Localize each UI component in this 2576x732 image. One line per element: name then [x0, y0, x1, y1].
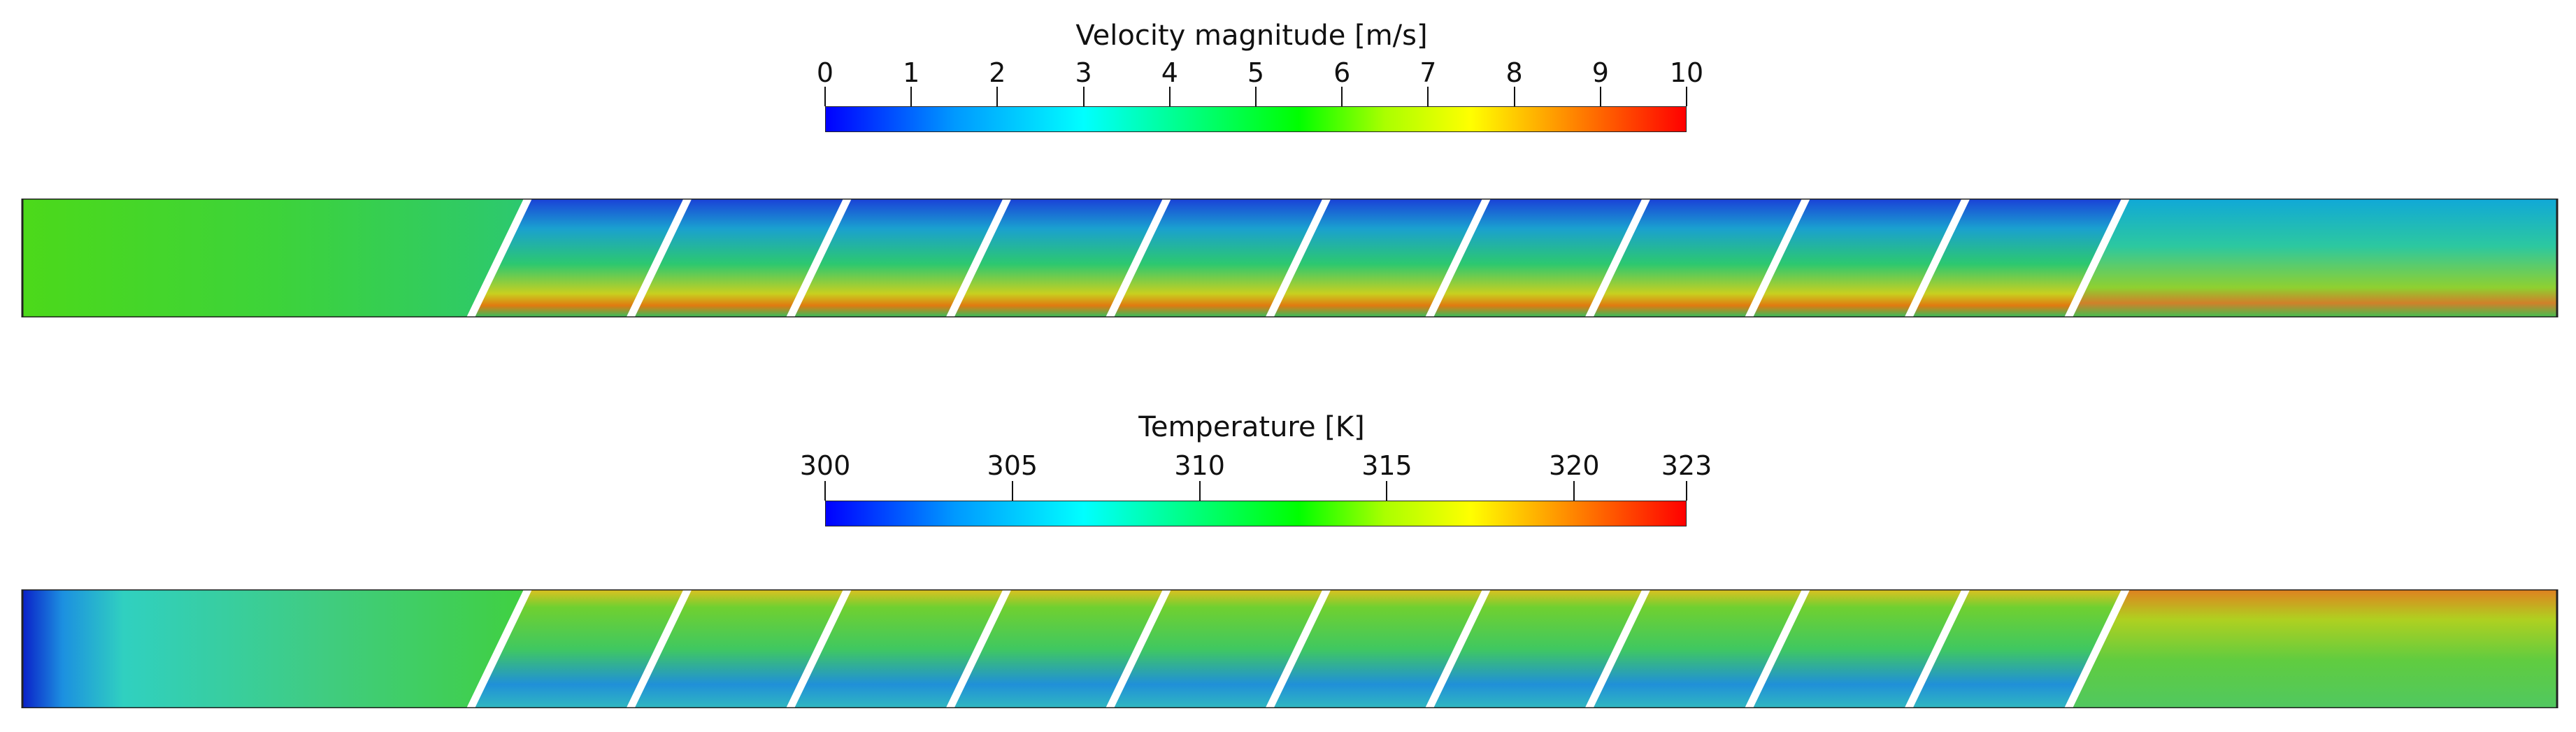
temperature_colorbar-tick-mark	[824, 481, 826, 501]
velocity_colorbar-tick-mark	[1686, 87, 1687, 106]
temperature_colorbar-tick-mark	[1686, 481, 1687, 501]
velocity_colorbar-tick-mark	[1255, 87, 1257, 106]
velocity_colorbar-tick-label: 4	[1161, 57, 1178, 88]
temperature_colorbar-tick-mark	[1198, 481, 1201, 501]
velocity-baffle	[1265, 199, 1331, 317]
temperature-baffle	[466, 589, 532, 708]
velocity_colorbar-tick-mark	[1427, 87, 1429, 106]
velocity-cell-region	[1749, 199, 1966, 317]
velocity-baffle	[1425, 199, 1491, 317]
velocity-cell-region	[950, 199, 1167, 317]
velocity-cell-region	[1908, 199, 2126, 317]
velocity_colorbar-tick-label: 10	[1669, 57, 1704, 88]
velocity-cell-region	[630, 199, 847, 317]
velocity_colorbar-tick-label: 7	[1419, 57, 1437, 88]
velocity-baffle	[1904, 199, 1970, 317]
velocity-cell-region	[1110, 199, 1327, 317]
velocity-cell-region	[1589, 199, 1806, 317]
temperature-cell-region	[630, 589, 847, 708]
temperature-domain-border	[21, 589, 2559, 708]
velocity-baffle	[945, 199, 1012, 317]
temperature-cell-region	[471, 589, 688, 708]
velocity_colorbar-tick-label: 0	[816, 57, 834, 88]
velocity-baffle	[1584, 199, 1651, 317]
temperature-baffle	[786, 589, 852, 708]
temperature_colorbar-tick-label: 320	[1549, 450, 1600, 481]
temperature_colorbar-tick-label: 323	[1661, 450, 1712, 481]
temperature_colorbar-tick-label: 315	[1361, 450, 1412, 481]
velocity-baffle	[2064, 199, 2130, 317]
temperature-colorbar-gradient	[825, 501, 1687, 526]
velocity_colorbar-tick-label: 1	[903, 57, 920, 88]
temperature-cell-region	[1589, 589, 1806, 708]
velocity-baffle	[1745, 199, 1810, 317]
velocity_colorbar-tick-label: 5	[1247, 57, 1265, 88]
velocity-baffle	[466, 199, 532, 317]
temperature_colorbar-tick-label: 305	[987, 450, 1038, 481]
velocity_colorbar-tick-mark	[824, 87, 826, 106]
temperature-cell-region	[790, 589, 1008, 708]
velocity_colorbar-tick-mark	[996, 87, 999, 106]
velocity_colorbar-tick-label: 6	[1333, 57, 1351, 88]
velocity-colorbar-title: Velocity magnitude [m/s]	[1075, 20, 1428, 52]
velocity_colorbar-tick-mark	[1599, 87, 1601, 106]
temperature-baffle	[1265, 589, 1331, 708]
temperature_colorbar-tick-label: 300	[799, 450, 851, 481]
velocity-cell-region	[1429, 199, 1647, 317]
temperature-baffle	[1105, 589, 1171, 708]
temperature-baffle	[626, 589, 692, 708]
velocity-outlet-region	[2068, 199, 2557, 317]
temperature-baffle	[1425, 589, 1491, 708]
velocity-baffle	[1105, 199, 1171, 317]
temperature-cell-region	[1908, 589, 2126, 708]
temperature-inlet-region	[22, 589, 528, 708]
temperature-outlet-region	[2068, 589, 2557, 708]
temperature_colorbar-tick-mark	[1386, 481, 1388, 501]
temperature-baffle	[1584, 589, 1651, 708]
velocity_colorbar-tick-label: 9	[1591, 57, 1609, 88]
velocity-inlet-region	[22, 199, 528, 317]
velocity-cell-region	[1269, 199, 1487, 317]
velocity_colorbar-tick-mark	[1341, 87, 1343, 106]
velocity_colorbar-tick-mark	[910, 87, 913, 106]
velocity_colorbar-tick-label: 8	[1505, 57, 1523, 88]
velocity-colorbar-gradient	[825, 106, 1687, 132]
velocity-cell-region	[790, 199, 1008, 317]
velocity-domain-border	[21, 199, 2559, 317]
velocity_colorbar-tick-mark	[1168, 87, 1171, 106]
temperature-cell-region	[1429, 589, 1647, 708]
velocity-cell-region	[471, 199, 688, 317]
temperature-baffle	[945, 589, 1012, 708]
velocity_colorbar-tick-label: 3	[1075, 57, 1092, 88]
velocity_colorbar-tick-label: 2	[989, 57, 1006, 88]
velocity-field-domain	[21, 199, 2559, 317]
velocity_colorbar-tick-mark	[1082, 87, 1085, 106]
temperature-field-domain	[21, 589, 2559, 708]
temperature-baffle	[1745, 589, 1810, 708]
temperature_colorbar-tick-mark	[1011, 481, 1013, 501]
velocity_colorbar-tick-mark	[1513, 87, 1515, 106]
temperature_colorbar-tick-mark	[1573, 481, 1575, 501]
velocity-baffle	[786, 199, 852, 317]
temperature-cell-region	[1269, 589, 1487, 708]
temperature_colorbar-tick-label: 310	[1174, 450, 1225, 481]
temperature-cell-region	[1749, 589, 1966, 708]
velocity-baffle	[626, 199, 692, 317]
temperature-cell-region	[1110, 589, 1327, 708]
temperature-cell-region	[950, 589, 1167, 708]
temperature-colorbar-title: Temperature [K]	[1138, 411, 1365, 443]
temperature-baffle	[2064, 589, 2130, 708]
temperature-baffle	[1904, 589, 1970, 708]
